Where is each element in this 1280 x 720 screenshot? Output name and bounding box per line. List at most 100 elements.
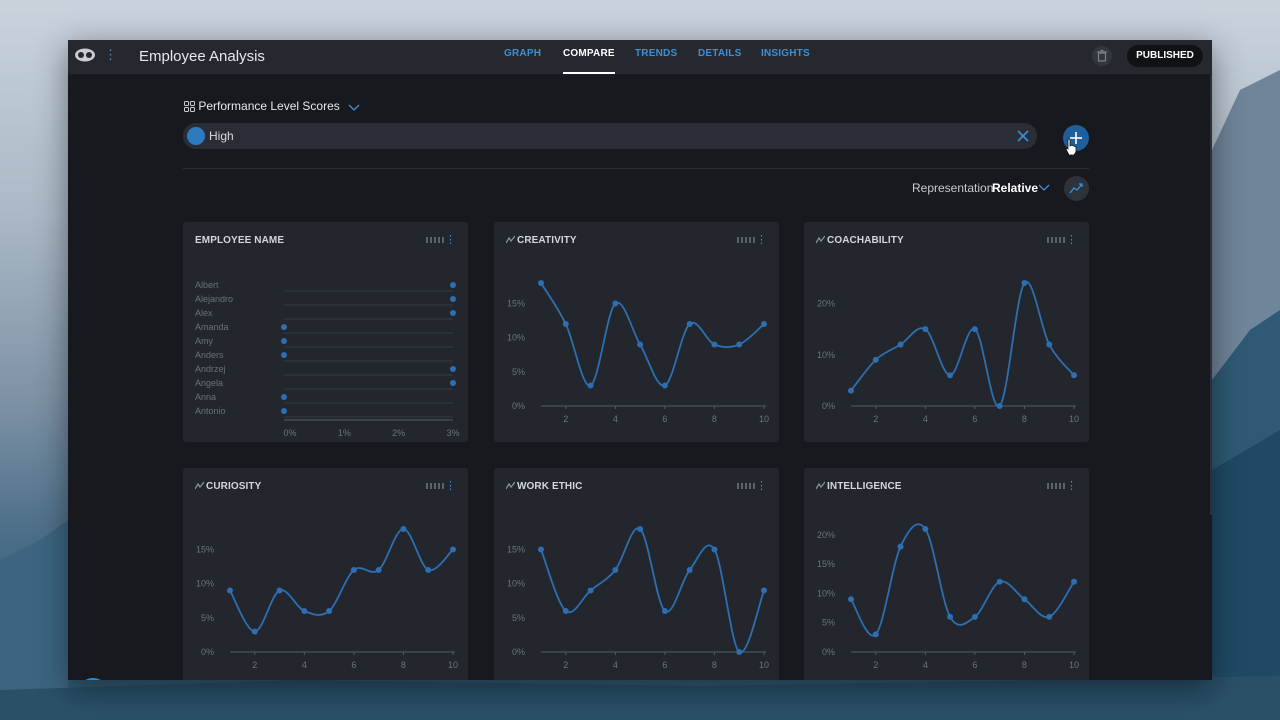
chart-title: WORK ETHIC (506, 481, 582, 492)
filter-bar[interactable]: High (183, 123, 1037, 149)
data-point (971, 326, 978, 333)
y-tick-label: 5% (201, 613, 214, 623)
x-tick-label: 4 (613, 414, 618, 424)
data-point (375, 567, 382, 573)
data-point (686, 321, 693, 327)
drag-handle-icon[interactable] (426, 237, 444, 243)
x-tick-label: 2 (252, 660, 257, 670)
y-tick-label: 0% (201, 647, 214, 657)
chart-card-work-ethic: WORK ETHIC ⋮ 0% 5% 10% 15% 2 4 6 8 10 (494, 468, 779, 680)
x-tick-label: 8 (1022, 414, 1027, 424)
y-tick-label: 10% (507, 579, 525, 589)
tab-compare[interactable]: COMPARE (563, 40, 615, 74)
data-point (538, 546, 544, 553)
data-point (450, 310, 456, 316)
y-tick-label: 20% (817, 530, 835, 540)
app-title: Employee Analysis (139, 48, 265, 65)
series-line (540, 527, 765, 654)
data-point (661, 382, 668, 389)
data-point (947, 613, 954, 620)
data-point (897, 341, 904, 348)
x-tick-label: 3% (446, 428, 459, 438)
data-point (922, 526, 929, 532)
data-point (450, 546, 456, 553)
data-point (1021, 280, 1028, 286)
card-menu-icon[interactable]: ⋮ (445, 480, 456, 492)
data-point (1071, 578, 1077, 585)
data-point (996, 578, 1003, 585)
chart-plot: 0% 10% 20% 2 4 6 8 10 (817, 280, 1079, 424)
data-point (637, 526, 644, 532)
data-point (1046, 613, 1053, 620)
data-point (661, 608, 668, 614)
x-tick-label: 1% (338, 428, 351, 438)
data-point (922, 326, 929, 333)
published-status-button[interactable]: PUBLISHED (1127, 45, 1203, 67)
y-tick-label: 10% (817, 588, 835, 598)
data-point (281, 394, 287, 400)
delete-button[interactable] (1092, 46, 1112, 66)
clear-filter-icon[interactable] (1015, 128, 1031, 144)
y-tick-label: 15% (507, 299, 525, 309)
data-point (686, 567, 693, 573)
row-label: Alejandro (195, 294, 233, 304)
series-line (850, 280, 1075, 407)
drag-handle-icon[interactable] (1047, 483, 1065, 489)
data-point (400, 526, 407, 532)
data-point (761, 321, 767, 327)
drag-handle-icon[interactable] (737, 237, 755, 243)
tab-graph[interactable]: GRAPH (504, 48, 542, 59)
x-tick-label: 6 (662, 414, 667, 424)
y-tick-label: 10% (507, 333, 525, 343)
row-label: Antonio (195, 406, 226, 416)
card-menu-icon[interactable]: ⋮ (445, 234, 456, 246)
y-tick-label: 20% (817, 299, 835, 309)
row-label: Andrzej (195, 364, 226, 374)
card-menu-icon[interactable]: ⋮ (756, 234, 767, 246)
data-point (276, 587, 283, 594)
app-logo-icon[interactable] (74, 47, 96, 63)
data-point (1046, 341, 1053, 348)
help-button[interactable]: ? (77, 678, 109, 680)
data-point (971, 613, 978, 620)
tab-trends[interactable]: TRENDS (635, 48, 678, 59)
data-point (1071, 372, 1077, 379)
app-window: ⋮ Employee Analysis GRAPH COMPARE TRENDS… (68, 40, 1212, 680)
data-point (562, 608, 569, 614)
tab-insights[interactable]: INSIGHTS (761, 48, 810, 59)
data-point (848, 596, 854, 603)
chart-title: CREATIVITY (506, 235, 577, 246)
metric-selector[interactable]: Performance Level Scores (184, 98, 361, 116)
drag-handle-icon[interactable] (1047, 237, 1065, 243)
data-point (1021, 596, 1028, 603)
x-tick-label: 10 (448, 660, 458, 670)
drag-handle-icon[interactable] (737, 483, 755, 489)
grid-icon (184, 101, 195, 113)
card-menu-icon[interactable]: ⋮ (756, 480, 767, 492)
representation-dropdown[interactable]: Relative (992, 181, 1039, 195)
data-point (227, 587, 233, 594)
y-tick-label: 0% (822, 647, 835, 657)
divider (183, 168, 1089, 169)
drag-handle-icon[interactable] (426, 483, 444, 489)
data-point (711, 341, 718, 348)
app-menu-icon[interactable]: ⋮ (104, 47, 117, 62)
trash-icon (1097, 49, 1107, 62)
row-label: Anders (195, 350, 224, 360)
chart-title: EMPLOYEE NAME (195, 235, 285, 246)
chevron-down-icon[interactable] (1038, 182, 1050, 194)
card-menu-icon[interactable]: ⋮ (1066, 234, 1077, 246)
x-tick-label: 4 (923, 414, 928, 424)
chart-card-coachability: COACHABILITY ⋮ 0% 10% 20% 2 4 6 8 10 (804, 222, 1089, 442)
y-tick-label: 15% (196, 545, 214, 555)
tab-details[interactable]: DETAILS (698, 48, 742, 59)
trend-toggle-button[interactable] (1064, 176, 1089, 201)
scrollbar[interactable] (1210, 75, 1212, 515)
data-point (281, 324, 287, 330)
x-tick-label: 2% (392, 428, 405, 438)
card-menu-icon[interactable]: ⋮ (1066, 480, 1077, 492)
series-line (540, 282, 765, 387)
y-tick-label: 10% (196, 579, 214, 589)
data-point (587, 587, 594, 594)
data-point (897, 543, 904, 550)
